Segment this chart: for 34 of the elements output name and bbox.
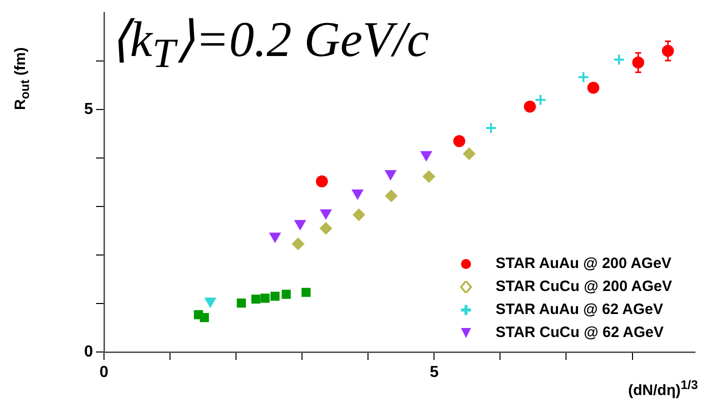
point <box>463 148 476 160</box>
legend-label: STAR CuCu @ 62 AGeV <box>496 324 664 341</box>
point <box>320 209 332 219</box>
point <box>352 208 365 221</box>
point <box>352 189 363 199</box>
point <box>302 288 311 297</box>
point <box>292 238 304 250</box>
point <box>422 170 435 182</box>
point <box>251 294 260 304</box>
point <box>453 135 466 148</box>
legend-label: STAR AuAu @ 200 AGeV <box>496 255 672 272</box>
point <box>385 170 396 180</box>
point <box>200 313 209 322</box>
point <box>577 71 590 84</box>
point <box>316 175 328 188</box>
point <box>385 190 398 202</box>
point <box>260 294 270 303</box>
point <box>534 94 546 106</box>
point <box>420 151 432 161</box>
point <box>270 292 280 301</box>
point <box>236 298 246 308</box>
x-axis-title: (dN/dη)$^{1/3}$ <box>628 378 698 399</box>
point <box>270 232 280 242</box>
point <box>613 54 626 66</box>
point <box>320 222 332 234</box>
annotation: ⟨k$_{T}$⟩=0.2 GeV/c <box>110 11 430 77</box>
point <box>204 298 216 308</box>
point <box>294 220 306 230</box>
legend-label: STAR AuAu @ 62 AGeV <box>496 301 664 318</box>
point <box>282 290 291 299</box>
point <box>524 100 536 113</box>
legend-label: STAR CuCu @ 200 AGeV <box>496 278 672 295</box>
point <box>587 82 600 94</box>
point <box>484 122 497 134</box>
